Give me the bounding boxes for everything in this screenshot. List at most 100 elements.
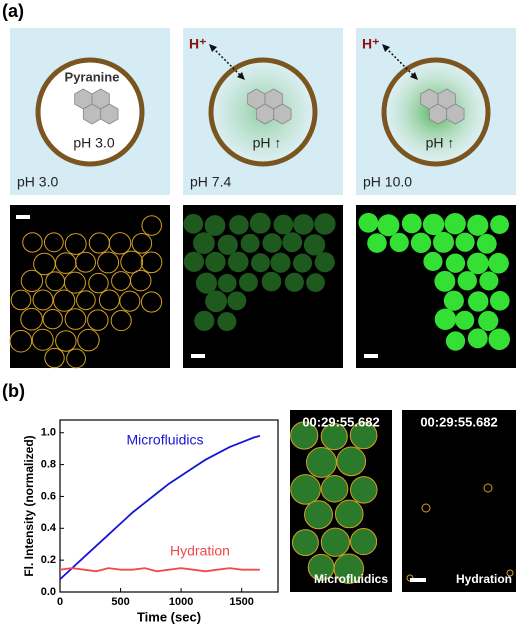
series-label: Microfluidics xyxy=(126,432,203,448)
droplet xyxy=(333,553,365,584)
timestamp: 00:29:55.682 xyxy=(420,414,497,429)
droplet xyxy=(320,475,349,503)
droplet xyxy=(261,271,282,292)
droplet xyxy=(290,474,321,505)
droplet xyxy=(204,215,226,236)
droplet xyxy=(240,233,260,253)
scale-bar xyxy=(364,354,378,358)
droplet xyxy=(22,232,43,253)
droplet xyxy=(349,421,378,450)
droplet xyxy=(303,234,326,256)
droplet xyxy=(88,272,109,294)
timestamp: 00:29:55.682 xyxy=(302,414,379,429)
y-tick-label: 0.6 xyxy=(41,490,56,502)
droplet xyxy=(320,423,348,451)
molecule-label: Pyranine xyxy=(65,69,120,84)
arrow-head xyxy=(382,44,390,52)
droplet xyxy=(217,234,238,255)
droplet xyxy=(489,290,510,311)
droplet xyxy=(66,348,86,369)
droplet xyxy=(336,446,367,477)
droplet xyxy=(229,215,249,235)
micrographs: 00:29:55.682 Microfluidics 00:29:55.682 Hyd… xyxy=(9,205,516,592)
droplet xyxy=(292,253,313,273)
droplet xyxy=(20,307,43,331)
droplet xyxy=(306,273,325,292)
droplet xyxy=(304,500,333,530)
droplet xyxy=(350,476,378,504)
vesicle xyxy=(381,57,491,167)
ion-label: H⁺ xyxy=(362,36,380,52)
panel-label: (b) xyxy=(2,381,25,401)
y-tick-label: 0.8 xyxy=(41,458,56,470)
droplet xyxy=(422,213,445,236)
droplet xyxy=(445,253,466,273)
x-tick-label: 1000 xyxy=(169,596,193,608)
micrograph xyxy=(402,410,516,592)
droplet xyxy=(205,251,226,273)
pyranine-ring xyxy=(446,103,465,125)
droplet xyxy=(193,232,215,255)
droplet xyxy=(141,215,162,236)
droplet xyxy=(76,290,96,311)
droplet xyxy=(64,308,87,330)
droplet xyxy=(131,233,153,254)
diffusion-arrow xyxy=(385,47,415,77)
x-tick-label: 1500 xyxy=(229,596,253,608)
vesicle xyxy=(208,57,318,167)
droplet xyxy=(55,330,77,352)
droplet xyxy=(468,291,489,312)
droplet xyxy=(183,251,205,272)
droplet xyxy=(488,328,511,351)
droplet xyxy=(120,250,144,274)
droplet xyxy=(377,214,400,237)
ph-label: pH 10.0 xyxy=(363,174,412,190)
droplet xyxy=(367,233,387,253)
y-axis-label: Fl. Intensity (normalized) xyxy=(22,435,36,576)
droplet xyxy=(350,528,378,556)
pyranine-ring xyxy=(273,103,292,125)
series-line xyxy=(59,435,261,580)
droplet xyxy=(273,214,294,235)
droplet xyxy=(250,253,270,273)
droplet xyxy=(320,527,350,557)
diffusion-arrow xyxy=(212,47,242,77)
arrow-head xyxy=(237,72,245,80)
droplet xyxy=(291,529,319,557)
x-axis-label: Time (sec) xyxy=(137,609,201,624)
droplet xyxy=(433,231,455,253)
droplet xyxy=(262,233,282,253)
droplet xyxy=(434,270,456,292)
droplet xyxy=(77,328,100,352)
x-tick-label: 500 xyxy=(111,596,129,608)
droplet xyxy=(130,269,152,292)
droplet xyxy=(31,328,54,351)
droplet xyxy=(293,214,314,235)
droplet xyxy=(483,483,493,493)
droplet xyxy=(334,499,364,529)
droplet xyxy=(457,271,477,291)
droplet xyxy=(10,289,32,311)
droplet xyxy=(108,232,132,255)
arrow-head xyxy=(209,44,217,52)
droplet xyxy=(421,503,431,513)
droplet xyxy=(478,310,499,331)
droplet xyxy=(506,569,514,577)
droplet xyxy=(444,212,466,235)
inner-ph: pH ↑ xyxy=(426,135,455,151)
inner-ph: pH ↑ xyxy=(253,135,282,151)
droplet xyxy=(455,232,475,252)
droplet xyxy=(358,212,379,233)
droplet xyxy=(110,310,132,332)
droplet xyxy=(467,252,489,275)
droplet xyxy=(282,232,303,253)
image-caption: Hydration xyxy=(456,572,512,586)
droplet xyxy=(42,309,63,330)
droplet xyxy=(467,328,488,349)
droplet xyxy=(238,272,258,292)
diagrams: Pyranine pH 3.0 pH 3.0 pH ↑ pH 7.4 H⁺ pH ↑ pH 1… xyxy=(10,28,516,195)
droplet xyxy=(195,272,218,294)
arrow-head xyxy=(410,72,418,80)
droplet xyxy=(443,290,464,311)
